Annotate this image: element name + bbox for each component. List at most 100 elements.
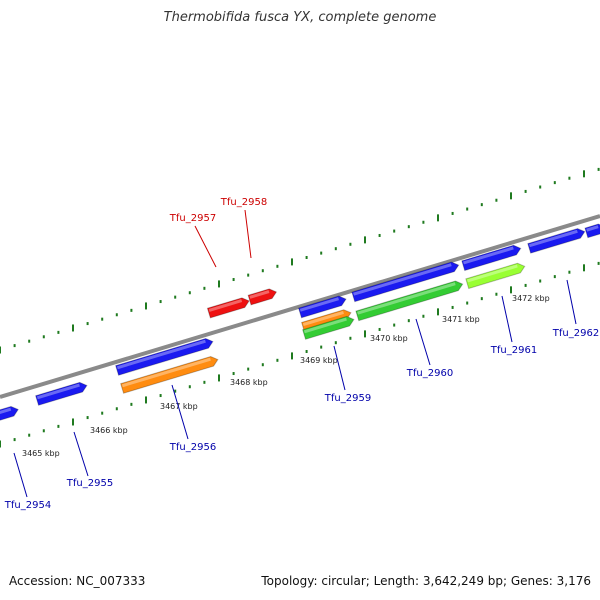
gene-tfu-2954-shine <box>0 407 12 420</box>
kbp-label: 3472 kbp <box>512 294 550 303</box>
lower-tick <box>86 416 89 420</box>
leader-line-tfu-2957 <box>194 225 217 268</box>
upper-tick <box>232 278 235 282</box>
gene-label-tfu-2954: Tfu_2954 <box>4 500 51 511</box>
feature-green-2959-shape <box>302 315 355 340</box>
upper-tick <box>145 302 147 310</box>
gene-tfu-2962-next <box>584 223 600 239</box>
upper-tick <box>218 280 220 288</box>
kbp-label: 3470 kbp <box>370 334 408 343</box>
lower-tick <box>247 367 250 371</box>
gene-tfu-2961 <box>461 244 522 272</box>
gene-tfu-2958-shape <box>247 288 278 306</box>
feature-orange-2956 <box>120 355 219 394</box>
gene-label-tfu-2958: Tfu_2958 <box>220 197 267 208</box>
lower-tick <box>407 319 410 323</box>
lower-tick <box>42 429 45 433</box>
gene-label-tfu-2960: Tfu_2960 <box>406 368 453 379</box>
lower-tick <box>145 396 147 404</box>
feature-green-2959 <box>302 315 355 340</box>
upper-tick <box>349 242 352 246</box>
upper-tick <box>261 269 264 273</box>
feature-green-2960 <box>355 280 464 322</box>
upper-tick <box>568 176 571 180</box>
upper-tick <box>174 295 177 299</box>
upper-tick <box>0 346 1 354</box>
upper-tick <box>334 247 337 251</box>
kbp-label: 3469 kbp <box>300 356 338 365</box>
gene-tfu-2956 <box>115 337 214 376</box>
gene-tfu-2958-shine <box>249 290 270 299</box>
kbp-label: 3471 kbp <box>442 315 480 324</box>
lower-tick <box>101 411 104 415</box>
map-title: Thermobifida fusca YX, complete genome <box>163 10 437 25</box>
gene-tfu-2954 <box>0 405 19 426</box>
feature-orange-2956-shape <box>120 355 219 394</box>
feature-green-2960-shape <box>355 280 464 322</box>
kbp-label: 3466 kbp <box>90 426 128 435</box>
upper-tick <box>188 291 191 295</box>
gene-tfu-2962-shine <box>529 229 578 248</box>
accession-text: Accession: NC_007333 <box>9 574 146 588</box>
gene-tfu-2960 <box>351 261 460 303</box>
gene-tfu-2956-shine <box>116 339 206 370</box>
upper-tick <box>42 335 45 339</box>
lower-tick <box>466 301 469 305</box>
lower-tick <box>188 385 191 389</box>
gene-tfu-2961-shine <box>463 246 514 265</box>
upper-tick <box>524 189 527 193</box>
lower-tick <box>57 424 60 428</box>
lower-tick <box>291 352 293 360</box>
feature-orange-2959-shine <box>302 310 344 326</box>
upper-tick <box>378 233 381 237</box>
upper-tick <box>247 273 250 277</box>
leader-line-tfu-2954 <box>13 452 28 498</box>
gene-tfu-2962-next-shape <box>584 223 600 239</box>
upper-tick <box>305 255 308 259</box>
gene-tfu-2956-shape <box>115 337 214 376</box>
leader-line-tfu-2961 <box>501 295 513 343</box>
upper-tick <box>422 220 425 224</box>
lower-tick <box>349 336 352 340</box>
lower-tick <box>72 418 74 426</box>
upper-tick <box>451 211 454 215</box>
genome-backbone <box>0 214 600 399</box>
lower-tick <box>437 308 439 316</box>
gene-tfu-2959-shine <box>299 297 339 312</box>
gene-features <box>0 223 600 426</box>
upper-tick <box>101 317 104 321</box>
gene-label-tfu-2961: Tfu_2961 <box>490 345 537 356</box>
lower-tick <box>159 394 162 398</box>
lower-tick <box>218 374 220 382</box>
upper-tick <box>203 286 206 290</box>
gene-tfu-2957-shine <box>208 299 243 312</box>
gene-tfu-2962 <box>527 228 586 254</box>
lower-tick <box>276 358 279 362</box>
lower-tick <box>422 314 425 318</box>
feature-lightgreen-2961-shape <box>465 262 526 290</box>
lower-tick <box>203 380 206 384</box>
upper-tick <box>28 339 31 343</box>
gene-tfu-2959-shape <box>297 295 347 319</box>
feature-orange-2956-shine <box>121 357 211 388</box>
lower-tick <box>568 270 571 274</box>
upper-tick <box>437 214 439 222</box>
upper-tick <box>553 181 556 185</box>
upper-tick <box>495 198 498 202</box>
upper-tick <box>466 207 469 211</box>
leader-line-tfu-2959 <box>333 345 346 391</box>
feature-lightgreen-2961 <box>465 262 526 290</box>
lower-tick <box>495 292 498 296</box>
feature-green-2959-shine <box>303 317 347 334</box>
leader-line-tfu-2960 <box>415 318 431 366</box>
upper-tick <box>407 225 410 229</box>
gene-tfu-2958 <box>247 288 278 306</box>
gene-label-tfu-2956: Tfu_2956 <box>169 442 216 453</box>
upper-tick <box>393 229 396 233</box>
upper-tick <box>115 313 118 317</box>
leader-line-tfu-2956 <box>171 384 189 440</box>
gene-label-tfu-2962: Tfu_2962 <box>552 328 599 339</box>
kbp-label: 3465 kbp <box>22 449 60 458</box>
gene-tfu-2957 <box>206 297 250 319</box>
